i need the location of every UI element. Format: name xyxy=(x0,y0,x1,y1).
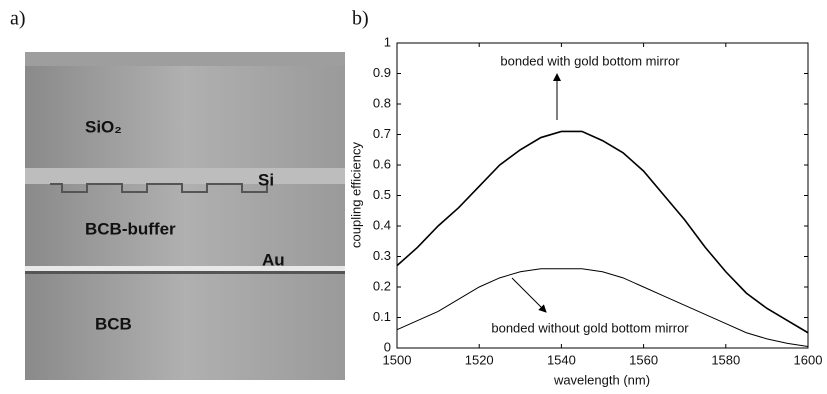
x-tick-label: 1540 xyxy=(547,352,576,367)
panel-label: b) xyxy=(352,8,369,30)
legend-label: bonded without gold bottom mirror xyxy=(491,320,689,335)
image-label: SiO₂ xyxy=(85,117,122,136)
plot-frame xyxy=(396,42,809,349)
legend-label: bonded with gold bottom mirror xyxy=(500,53,680,68)
x-axis-label: wavelength (nm) xyxy=(553,372,650,387)
x-tick-label: 1500 xyxy=(383,352,412,367)
y-tick-label: 0.2 xyxy=(373,278,391,293)
micrograph xyxy=(25,52,345,380)
y-tick-label: 0.1 xyxy=(373,309,391,324)
series-line xyxy=(396,130,809,334)
image-label: BCB-buffer xyxy=(85,219,176,238)
y-tick-label: 0.4 xyxy=(373,217,391,232)
y-tick-label: 0.9 xyxy=(373,65,391,80)
y-tick-label: 0 xyxy=(384,339,391,354)
image-label: BCB xyxy=(95,314,132,333)
image-label: Si xyxy=(258,170,274,189)
y-tick-label: 0.5 xyxy=(373,187,391,202)
panel-label: a) xyxy=(10,8,26,30)
x-tick-label: 1560 xyxy=(629,352,658,367)
x-tick-label: 1580 xyxy=(711,352,740,367)
y-tick-label: 1 xyxy=(384,34,391,49)
y-tick-label: 0.7 xyxy=(373,126,391,141)
image-label: Au xyxy=(262,250,285,269)
y-tick-label: 0.8 xyxy=(373,95,391,110)
arrow xyxy=(511,277,547,313)
x-tick-label: 1520 xyxy=(465,352,494,367)
y-tick-label: 0.6 xyxy=(373,156,391,171)
x-tick-label: 1600 xyxy=(794,352,823,367)
series-line xyxy=(396,268,809,347)
y-axis-label: coupling efficiency xyxy=(348,142,363,248)
y-tick-label: 0.3 xyxy=(373,248,391,263)
